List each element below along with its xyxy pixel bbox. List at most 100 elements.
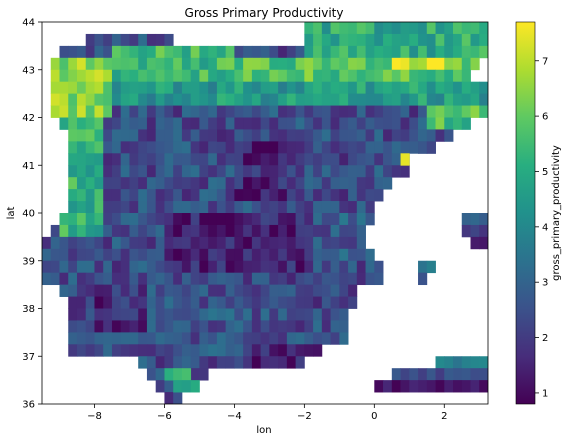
heatmap-cell xyxy=(339,93,349,106)
heatmap-cell xyxy=(146,272,157,286)
heatmap-cell xyxy=(295,165,305,178)
heatmap-cell xyxy=(181,236,192,250)
heatmap-cell xyxy=(286,308,297,321)
heatmap-cell xyxy=(138,81,148,95)
heatmap-cell xyxy=(129,224,139,238)
heatmap-cell xyxy=(426,45,436,59)
heatmap-cell xyxy=(181,284,192,297)
heatmap-cell xyxy=(400,105,410,118)
heatmap-cell xyxy=(251,165,262,178)
heatmap-cell xyxy=(260,272,270,286)
heatmap-cell xyxy=(216,129,227,142)
heatmap-cell xyxy=(199,105,209,118)
heatmap-cell xyxy=(85,177,95,190)
heatmap-cell xyxy=(146,45,157,59)
heatmap-cell xyxy=(216,236,227,250)
heatmap-cell xyxy=(216,213,227,226)
heatmap-cell xyxy=(76,57,87,71)
heatmap-cell xyxy=(129,332,139,345)
heatmap-cell xyxy=(68,284,78,297)
heatmap-cell xyxy=(138,236,148,250)
heatmap-cell xyxy=(356,272,366,286)
heatmap-cell xyxy=(383,57,393,71)
heatmap-cell xyxy=(164,260,174,274)
heatmap-cell xyxy=(138,248,148,262)
heatmap-cell xyxy=(269,236,279,250)
heatmap-cell xyxy=(304,93,314,106)
heatmap-cell xyxy=(400,368,410,381)
heatmap-cell xyxy=(199,368,209,381)
heatmap-cell xyxy=(155,356,165,369)
heatmap-cell xyxy=(470,93,480,106)
heatmap-cell xyxy=(129,272,139,286)
heatmap-cell xyxy=(68,236,78,250)
heatmap-cell xyxy=(155,308,165,321)
heatmap-cell xyxy=(348,93,358,106)
heatmap-cell xyxy=(146,33,157,47)
heatmap-cell xyxy=(68,308,78,321)
heatmap-cell xyxy=(173,153,183,166)
heatmap-cell xyxy=(120,105,130,118)
heatmap-cell xyxy=(146,260,157,274)
heatmap-cell xyxy=(418,380,428,393)
heatmap-cell xyxy=(286,117,297,130)
heatmap-cell xyxy=(269,213,279,226)
heatmap-cell xyxy=(330,69,340,83)
heatmap-cell xyxy=(278,177,288,190)
heatmap-cell xyxy=(120,189,130,202)
heatmap-cell xyxy=(50,248,60,262)
heatmap-cell xyxy=(339,165,349,178)
heatmap-cell xyxy=(164,272,174,286)
heatmap-cell xyxy=(199,165,209,178)
heatmap-cell xyxy=(208,344,218,357)
heatmap-cell xyxy=(111,213,122,226)
heatmap-cell xyxy=(243,129,253,142)
heatmap-cell xyxy=(103,177,113,190)
heatmap-cell xyxy=(164,33,174,47)
heatmap-cell xyxy=(243,213,253,226)
heatmap-cell xyxy=(225,224,235,238)
heatmap-cell xyxy=(94,260,104,274)
heatmap-cell xyxy=(321,93,331,106)
heatmap-cell xyxy=(286,165,297,178)
heatmap-cell xyxy=(444,33,454,47)
heatmap-cell xyxy=(348,105,358,118)
heatmap-cell xyxy=(146,308,157,321)
heatmap-cell xyxy=(269,69,279,83)
heatmap-cell xyxy=(479,368,488,381)
heatmap-cell xyxy=(243,105,253,118)
heatmap-cell xyxy=(243,69,253,83)
colorbar-tick-label: 1 xyxy=(542,388,548,399)
heatmap-cell xyxy=(330,165,340,178)
heatmap-cell xyxy=(426,105,436,118)
heatmap-cell xyxy=(164,129,174,142)
heatmap-cell xyxy=(155,81,165,95)
heatmap-cell xyxy=(260,236,270,250)
heatmap-cell xyxy=(190,344,200,357)
heatmap-cell xyxy=(190,177,200,190)
heatmap-cell xyxy=(173,356,183,369)
heatmap-cell xyxy=(94,81,104,95)
heatmap-cell xyxy=(426,93,436,106)
heatmap-cell xyxy=(164,117,174,130)
heatmap-cell xyxy=(225,177,235,190)
heatmap-cell xyxy=(313,344,323,357)
heatmap-cell xyxy=(234,153,244,166)
heatmap-cell xyxy=(269,260,279,274)
heatmap-cell xyxy=(461,93,471,106)
heatmap-cell xyxy=(313,224,323,238)
heatmap-cell xyxy=(295,117,305,130)
heatmap-cell xyxy=(146,201,157,214)
heatmap-cell xyxy=(313,248,323,262)
heatmap-cell xyxy=(173,260,183,274)
heatmap-cell xyxy=(173,117,183,130)
heatmap-cell xyxy=(278,248,288,262)
heatmap-cell xyxy=(146,213,157,226)
heatmap-cell xyxy=(321,260,331,274)
heatmap-cell xyxy=(321,153,331,166)
heatmap-cell xyxy=(251,81,262,95)
heatmap-cell xyxy=(453,117,463,130)
heatmap-cell xyxy=(348,177,358,190)
heatmap-cell xyxy=(453,69,463,83)
heatmap-cell xyxy=(330,213,340,226)
